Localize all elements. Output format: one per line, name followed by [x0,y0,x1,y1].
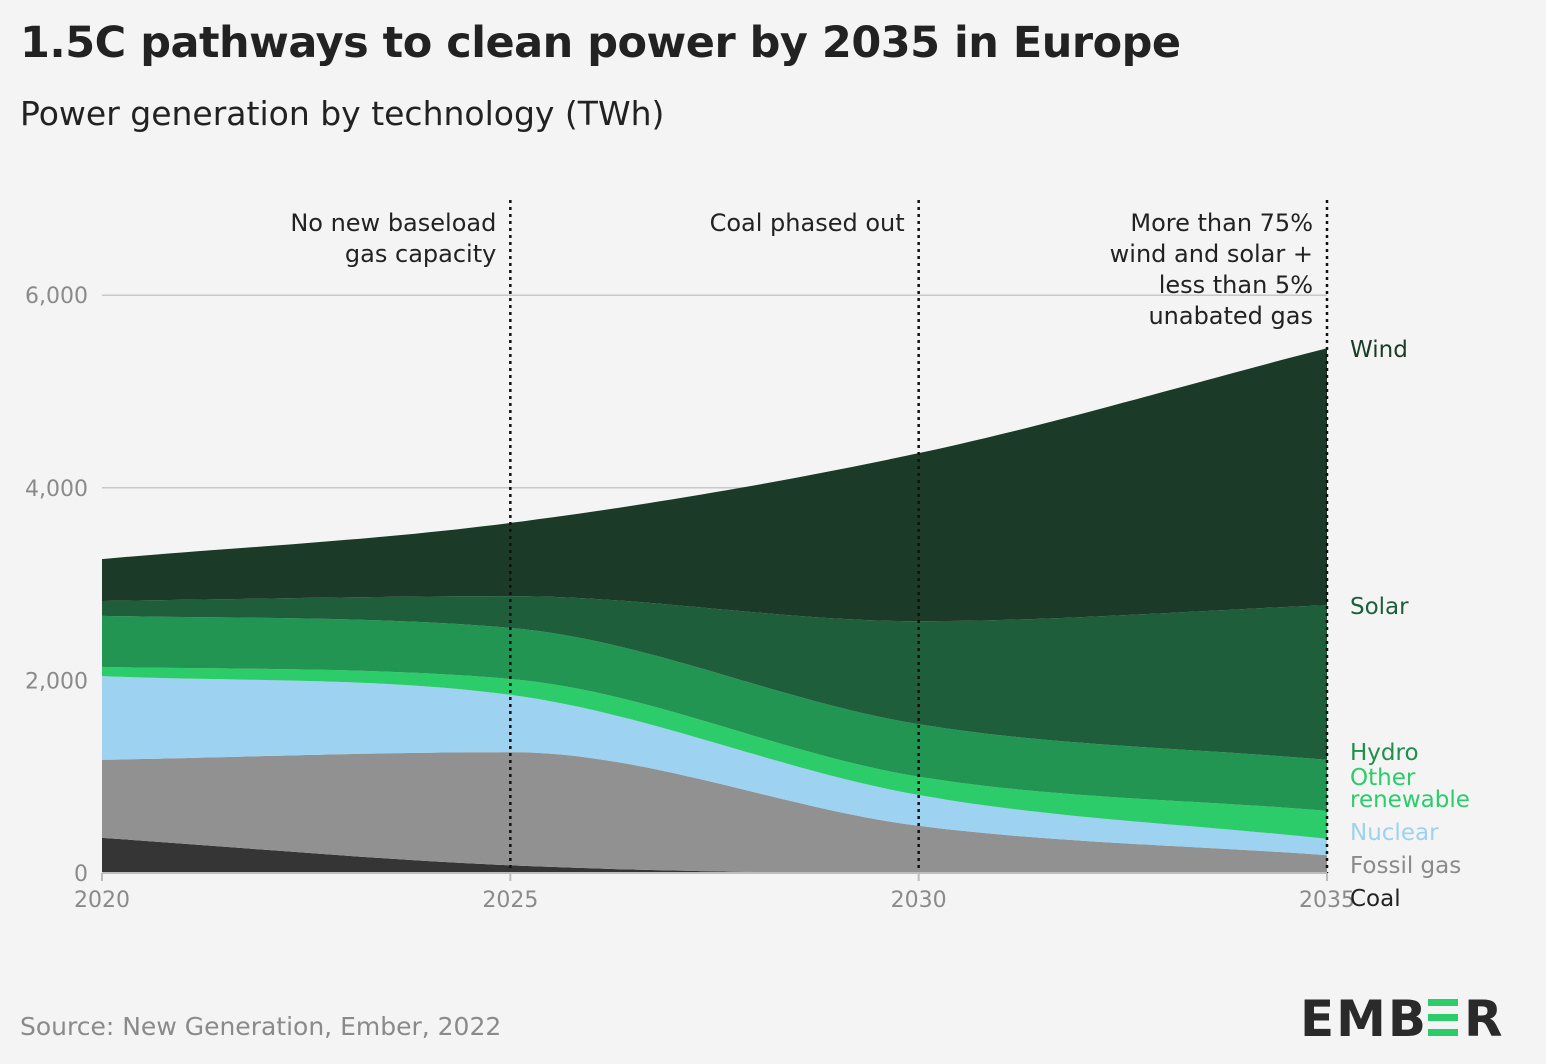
chart-title: 1.5C pathways to clean power by 2035 in … [20,18,1181,68]
y-tick-label: 0 [74,862,88,887]
series-label: Wind [1350,337,1408,363]
y-tick-label: 2,000 [25,669,88,694]
x-tick-label: 2020 [74,888,130,913]
series-label: Solar [1350,594,1409,620]
area-coal [102,837,1327,873]
y-tick-label: 4,000 [25,477,88,502]
annotation-text: unabated gas [1148,302,1313,330]
source-note: Source: New Generation, Ember, 2022 [20,1012,502,1041]
annotation-text: gas capacity [345,240,496,268]
x-tick-label: 2035 [1299,888,1355,913]
series-label: Coal [1350,886,1401,912]
ember-logo: EMB R [1300,990,1503,1046]
annotation-text: No new baseload [290,209,496,237]
x-tick-label: 2025 [482,888,538,913]
series-label: Other [1350,765,1416,791]
annotation-text: More than 75% [1130,209,1313,237]
chart-subtitle: Power generation by technology (TWh) [20,94,665,133]
area-wind [102,348,1327,622]
series-label: renewable [1350,787,1470,813]
x-tick-label: 2030 [891,888,947,913]
area-hydro [102,615,1327,811]
area-fossil-gas [102,752,1327,873]
annotation-text: Coal phased out [710,209,905,237]
svg-text:EMB: EMB [1300,990,1428,1046]
annotation-text: less than 5% [1159,271,1313,299]
area-other-renewable [102,666,1327,839]
area-solar [102,596,1327,760]
series-label: Nuclear [1350,820,1439,846]
area-nuclear [102,676,1327,856]
svg-text:R: R [1464,990,1503,1046]
y-tick-label: 6,000 [25,284,88,309]
series-label: Hydro [1350,740,1419,766]
series-label: Fossil gas [1350,853,1461,879]
annotation-text: wind and solar + [1110,240,1313,268]
